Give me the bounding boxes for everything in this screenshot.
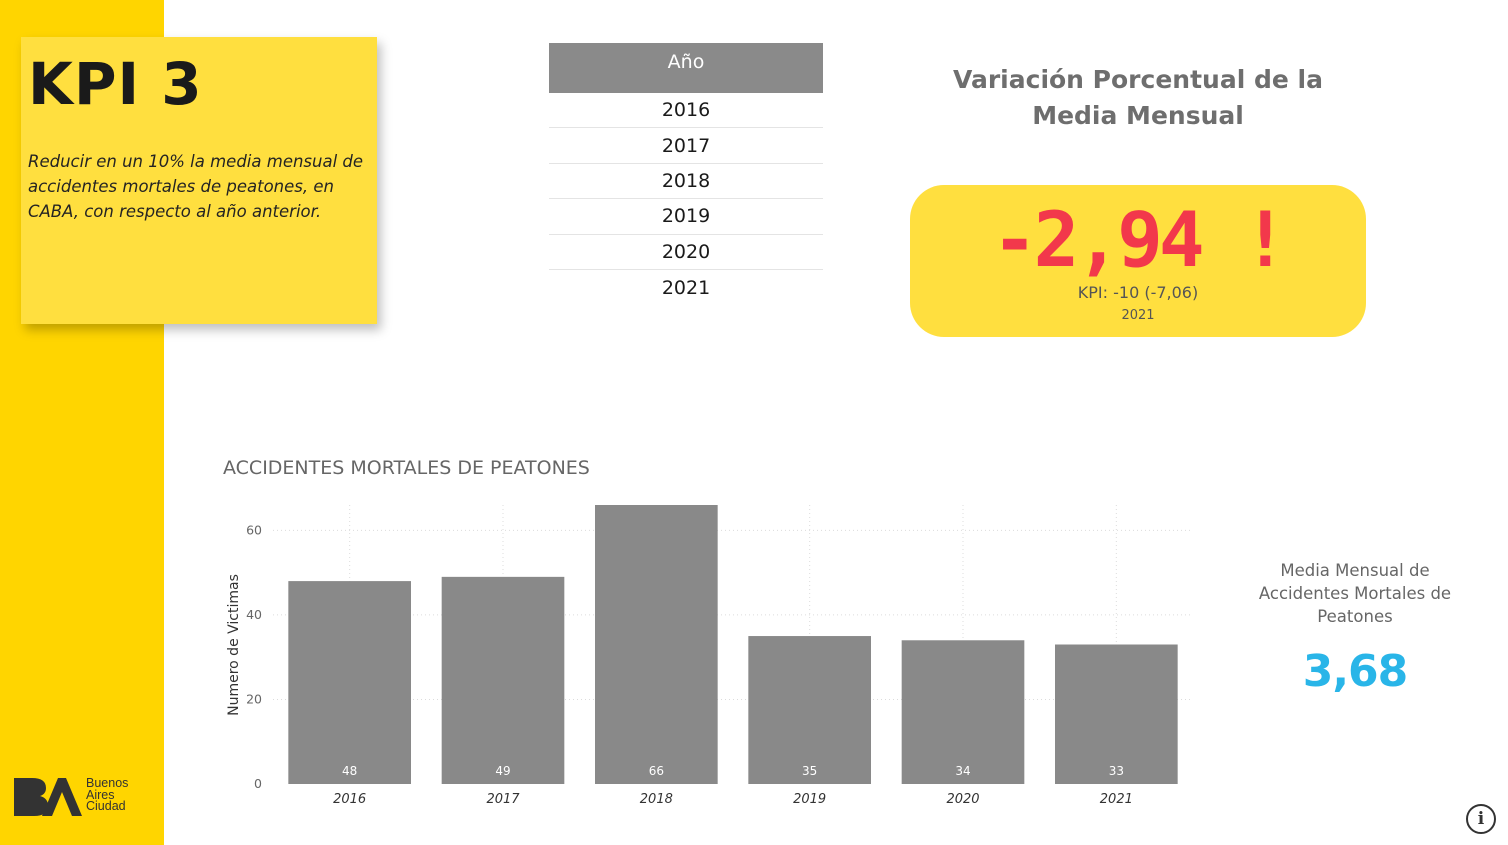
x-tick-label: 2019 [793,792,826,807]
slicer-item-2020[interactable]: 2020 [549,235,823,270]
data-label: 34 [955,764,970,778]
x-tick-label: 2018 [640,792,673,807]
year-slicer: Año 2016 2017 2018 2019 2020 2021 [549,43,823,305]
variation-card: -2,94 ! KPI: -10 (-7,06) 2021 [910,185,1366,337]
kpi-card: KPI 3 Reducir en un 10% la media mensual… [21,37,377,324]
x-tick-label: 2021 [1100,792,1133,807]
y-tick-label: 0 [254,776,262,791]
data-label: 48 [342,764,357,778]
x-tick-label: 2016 [333,792,366,807]
bar-chart: 0 20 40 60 48 2016 49 2017 66 2018 35 2019 34 2020 33 2… [226,505,1193,807]
variation-value: -2,94 ! [991,195,1288,284]
chart-title: ACCIDENTES MORTALES DE PEATONES [223,457,590,479]
y-tick-label: 20 [246,691,262,706]
info-icon[interactable]: i [1466,804,1496,834]
data-label: 35 [802,764,817,778]
slicer-item-2017[interactable]: 2017 [549,128,823,164]
media-label: Media Mensual de Accidentes Mortales de … [1258,561,1452,626]
slicer-item-2016[interactable]: 2016 [549,93,823,129]
variation-target: KPI: -10 (-7,06) [1077,283,1199,302]
slicer-item-2018[interactable]: 2018 [549,164,823,200]
slicer-item-2019[interactable]: 2019 [549,199,823,235]
data-label: 33 [1109,764,1124,778]
bar-2018[interactable] [595,505,718,784]
slicer-header: Año [549,43,823,93]
media-value: 3,68 [1302,646,1409,697]
y-tick-label: 40 [246,607,262,622]
logo-line: Ciudad [86,799,126,813]
bar-2017[interactable] [441,576,565,784]
kpi-title: KPI 3 [28,50,203,118]
y-tick-label: 60 [246,522,262,537]
kpi-description: Reducir en un 10% la media mensual de ac… [28,152,364,221]
variation-year: 2021 [1121,308,1155,323]
x-tick-label: 2020 [946,792,979,807]
data-label: 66 [649,764,664,778]
logo-text: Buenos Aires Ciudad [86,776,129,813]
data-label: 49 [495,764,510,778]
logo-line: Buenos [86,776,129,790]
bar-2021[interactable] [1055,644,1178,785]
variation-title: Variación Porcentual de la Media Mensual [953,65,1323,130]
slicer-item-2021[interactable]: 2021 [661,276,711,299]
logo-line: Aires [86,787,115,802]
ba-logo-icon [14,778,82,816]
x-tick-label: 2017 [486,792,520,807]
y-axis-label: Numero de Victimas [226,574,242,716]
buenos-aires-logo: Buenos Aires Ciudad [12,774,152,822]
bar-2020[interactable] [901,640,1025,784]
bar-2019[interactable] [748,636,871,784]
bar-2016[interactable] [288,581,411,784]
